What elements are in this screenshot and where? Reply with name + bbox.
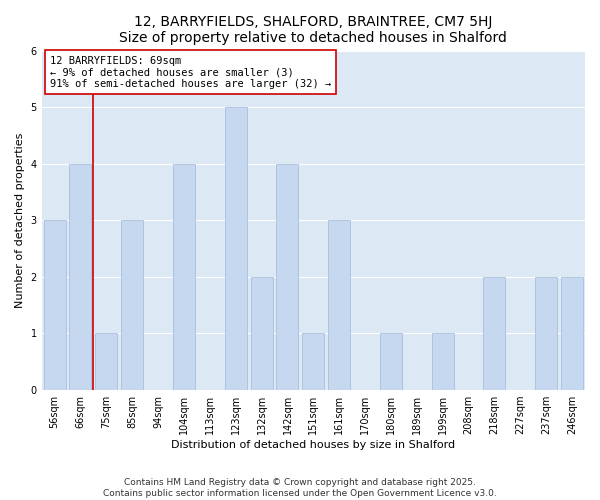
Bar bbox=[432, 334, 454, 390]
X-axis label: Distribution of detached houses by size in Shalford: Distribution of detached houses by size … bbox=[171, 440, 455, 450]
Bar bbox=[561, 277, 583, 390]
Bar bbox=[70, 164, 91, 390]
Text: Contains HM Land Registry data © Crown copyright and database right 2025.
Contai: Contains HM Land Registry data © Crown c… bbox=[103, 478, 497, 498]
Bar bbox=[251, 277, 272, 390]
Bar bbox=[328, 220, 350, 390]
Bar bbox=[302, 334, 325, 390]
Bar bbox=[277, 164, 298, 390]
Bar bbox=[225, 107, 247, 390]
Y-axis label: Number of detached properties: Number of detached properties bbox=[15, 132, 25, 308]
Title: 12, BARRYFIELDS, SHALFORD, BRAINTREE, CM7 5HJ
Size of property relative to detac: 12, BARRYFIELDS, SHALFORD, BRAINTREE, CM… bbox=[119, 15, 507, 45]
Text: 12 BARRYFIELDS: 69sqm
← 9% of detached houses are smaller (3)
91% of semi-detach: 12 BARRYFIELDS: 69sqm ← 9% of detached h… bbox=[50, 56, 331, 89]
Bar bbox=[121, 220, 143, 390]
Bar bbox=[380, 334, 402, 390]
Bar bbox=[44, 220, 65, 390]
Bar bbox=[95, 334, 118, 390]
Bar bbox=[484, 277, 505, 390]
Bar bbox=[535, 277, 557, 390]
Bar bbox=[173, 164, 195, 390]
